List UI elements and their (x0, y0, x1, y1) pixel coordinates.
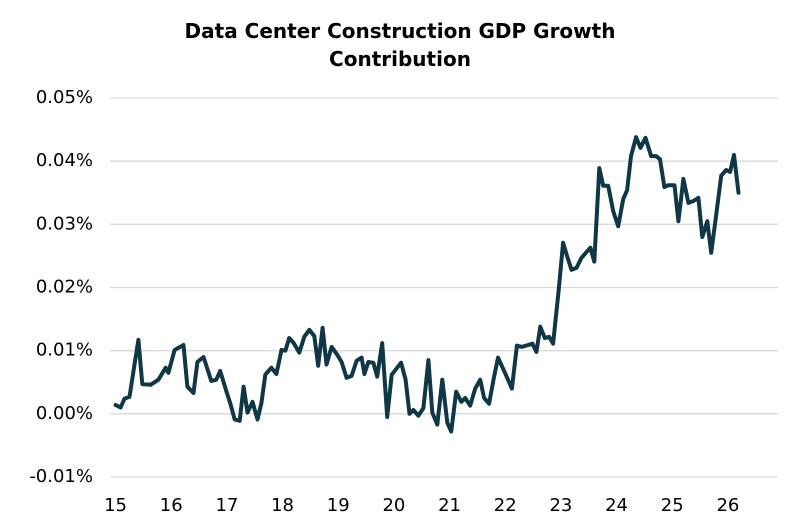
x-tick-label: 22 (494, 495, 517, 516)
x-tick-label: 26 (716, 495, 739, 516)
y-tick-label: 0.04% (36, 150, 93, 171)
x-tick-label: 15 (104, 495, 127, 516)
chart-title: Data Center Construction GDP Growth Cont… (184, 19, 616, 71)
x-tick-label: 17 (215, 495, 238, 516)
x-tick-label: 20 (382, 495, 405, 516)
y-tick-label: -0.01% (29, 466, 93, 487)
x-tick-label: 23 (549, 495, 572, 516)
x-tick-label: 19 (327, 495, 350, 516)
data-line (113, 135, 741, 434)
x-tick-label: 21 (438, 495, 461, 516)
y-tick-label: 0.03% (36, 213, 93, 234)
y-tick-label: 0.05% (36, 87, 93, 108)
x-tick-label: 24 (605, 495, 628, 516)
y-tick-label: 0.02% (36, 277, 93, 298)
x-tick-label: 16 (160, 495, 183, 516)
x-tick-label: 18 (271, 495, 294, 516)
x-tick-label: 25 (661, 495, 684, 516)
y-tick-label: 0.00% (36, 403, 93, 424)
y-tick-label: 0.01% (36, 340, 93, 361)
